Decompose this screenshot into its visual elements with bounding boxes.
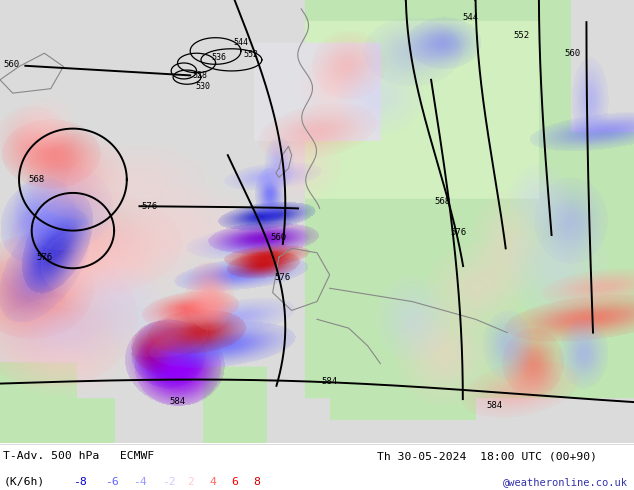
Text: 576: 576: [274, 272, 290, 282]
Text: 568: 568: [434, 197, 450, 206]
Text: 536: 536: [211, 53, 226, 62]
Text: 552: 552: [243, 49, 258, 59]
Text: -2: -2: [162, 477, 176, 487]
Text: 560: 560: [564, 49, 580, 58]
Text: 576: 576: [37, 253, 53, 262]
Text: 584: 584: [321, 377, 338, 386]
Text: 576: 576: [141, 202, 157, 211]
Text: -4: -4: [133, 477, 147, 487]
Text: T-Adv. 500 hPa   ECMWF: T-Adv. 500 hPa ECMWF: [3, 451, 155, 462]
Text: 560: 560: [3, 60, 19, 69]
Text: 568: 568: [29, 175, 44, 184]
Text: 544: 544: [463, 13, 479, 22]
Text: 530: 530: [195, 82, 210, 91]
Text: 552: 552: [514, 31, 529, 40]
Text: 2: 2: [187, 477, 194, 487]
Text: -6: -6: [105, 477, 119, 487]
Text: Th 30-05-2024  18:00 UTC (00+90): Th 30-05-2024 18:00 UTC (00+90): [377, 451, 597, 462]
Text: 584: 584: [169, 397, 186, 406]
Text: 528: 528: [192, 71, 207, 80]
Text: 560: 560: [271, 233, 287, 242]
Text: 584: 584: [486, 401, 503, 410]
Text: 576: 576: [450, 228, 466, 237]
Text: 8: 8: [254, 477, 261, 487]
Text: @weatheronline.co.uk: @weatheronline.co.uk: [503, 477, 628, 487]
Text: 4: 4: [209, 477, 216, 487]
Text: -8: -8: [73, 477, 87, 487]
Text: 544: 544: [233, 38, 249, 47]
Text: (K/6h): (K/6h): [3, 477, 44, 487]
Text: 6: 6: [231, 477, 238, 487]
